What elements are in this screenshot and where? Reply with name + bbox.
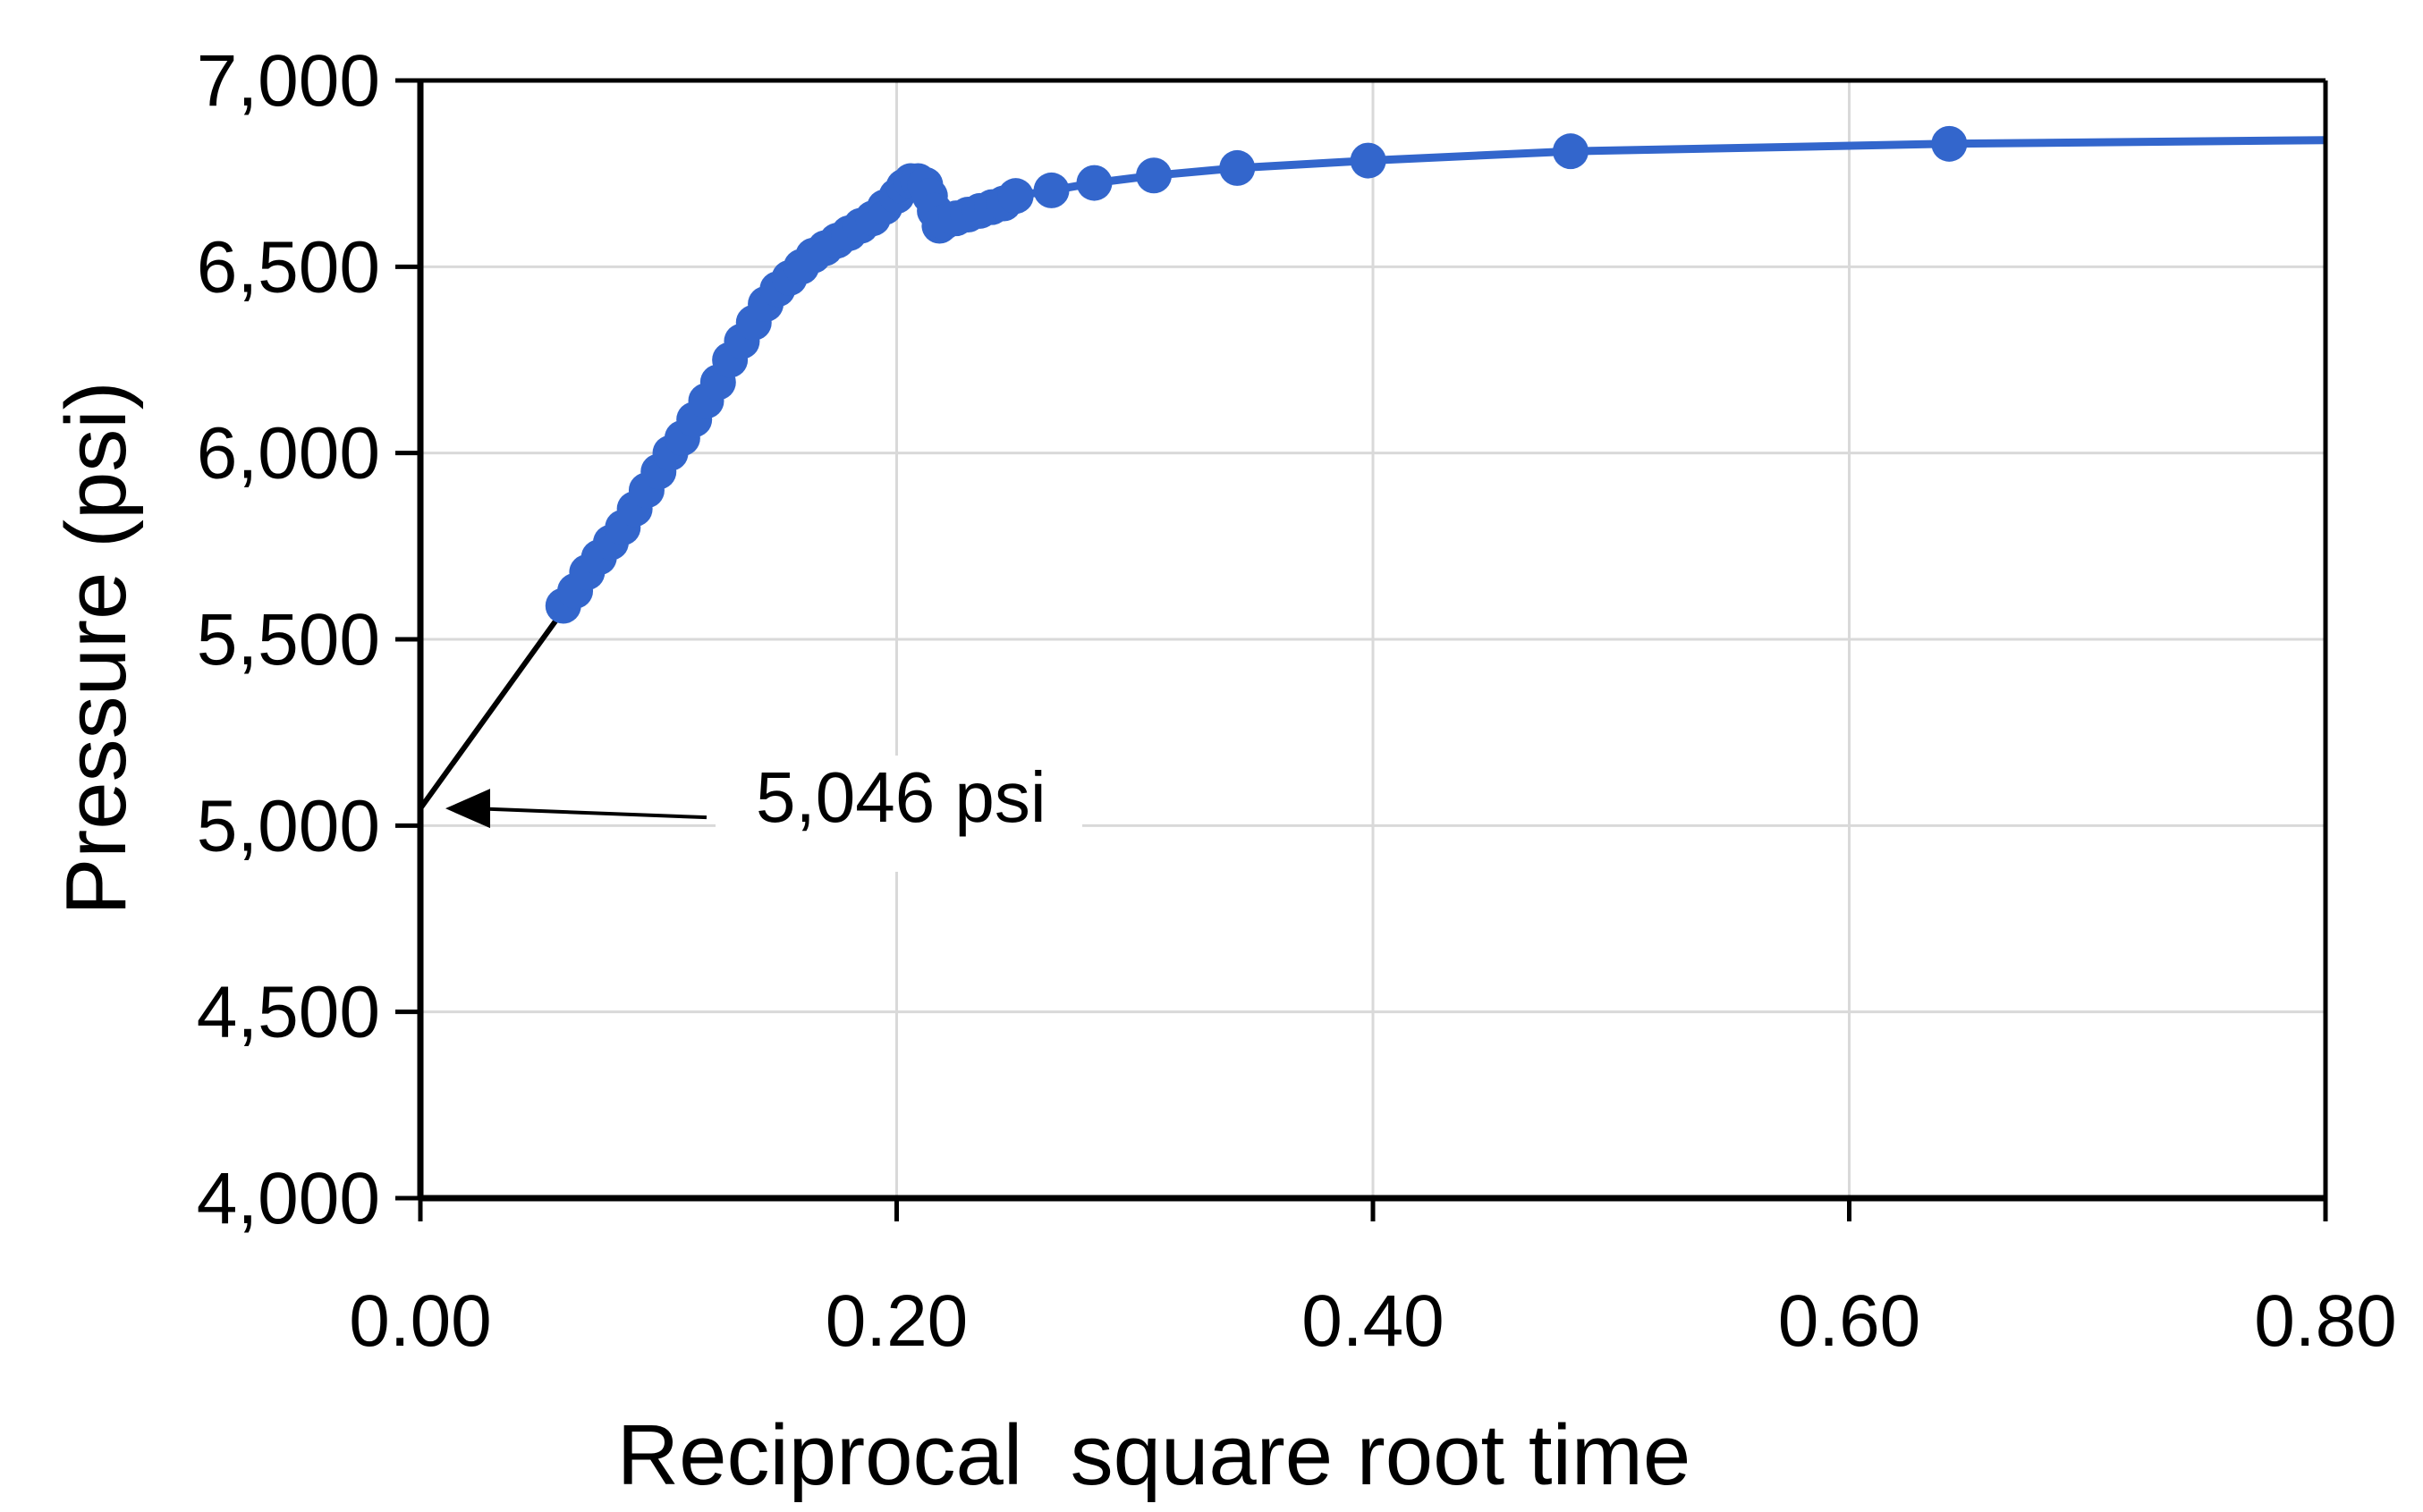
data-point bbox=[1136, 157, 1173, 194]
annotation-arrowhead bbox=[445, 789, 490, 829]
y-tick-labels: 4,000 4,500 5,000 5,500 6,000 6,500 7,000 bbox=[197, 40, 380, 1239]
y-tick-label: 4,000 bbox=[197, 1158, 380, 1239]
y-tick-label: 6,000 bbox=[197, 413, 380, 494]
x-tick-label: 0.20 bbox=[826, 1280, 969, 1362]
x-tick-labels: 0.00 0.20 0.40 0.60 0.80 bbox=[349, 1280, 2397, 1362]
y-axis-title: Pressure (psi) bbox=[48, 381, 144, 915]
x-tick-label: 0.40 bbox=[1301, 1280, 1444, 1362]
data-point bbox=[997, 178, 1034, 215]
annotation-arrow bbox=[473, 807, 707, 820]
data-point bbox=[1552, 133, 1589, 170]
annotation: 5,046 psi bbox=[445, 756, 1082, 872]
data-point bbox=[1076, 165, 1113, 201]
y-tick-label: 7,000 bbox=[197, 40, 380, 122]
grid-lines bbox=[420, 79, 2327, 1198]
y-tick-label: 5,000 bbox=[197, 785, 380, 866]
x-tick-label: 0.60 bbox=[1778, 1280, 1921, 1362]
data-point bbox=[1033, 172, 1070, 208]
annotation-label: 5,046 psi bbox=[756, 757, 1046, 837]
data-point bbox=[1931, 125, 1968, 162]
x-tick-label: 0.80 bbox=[2254, 1280, 2397, 1362]
axes bbox=[395, 78, 2328, 1221]
x-axis-title: Reciprocal square root time bbox=[617, 1407, 1691, 1503]
annotation-background bbox=[716, 756, 1082, 872]
series-line bbox=[560, 136, 2326, 609]
data-point bbox=[1350, 142, 1386, 179]
x-tick-label: 0.00 bbox=[349, 1280, 492, 1362]
series-markers bbox=[545, 125, 1968, 624]
y-tick-label: 5,500 bbox=[197, 599, 380, 680]
y-tick-label: 4,500 bbox=[197, 972, 380, 1053]
y-tick-label: 6,500 bbox=[197, 226, 380, 308]
data-point bbox=[1219, 149, 1256, 186]
